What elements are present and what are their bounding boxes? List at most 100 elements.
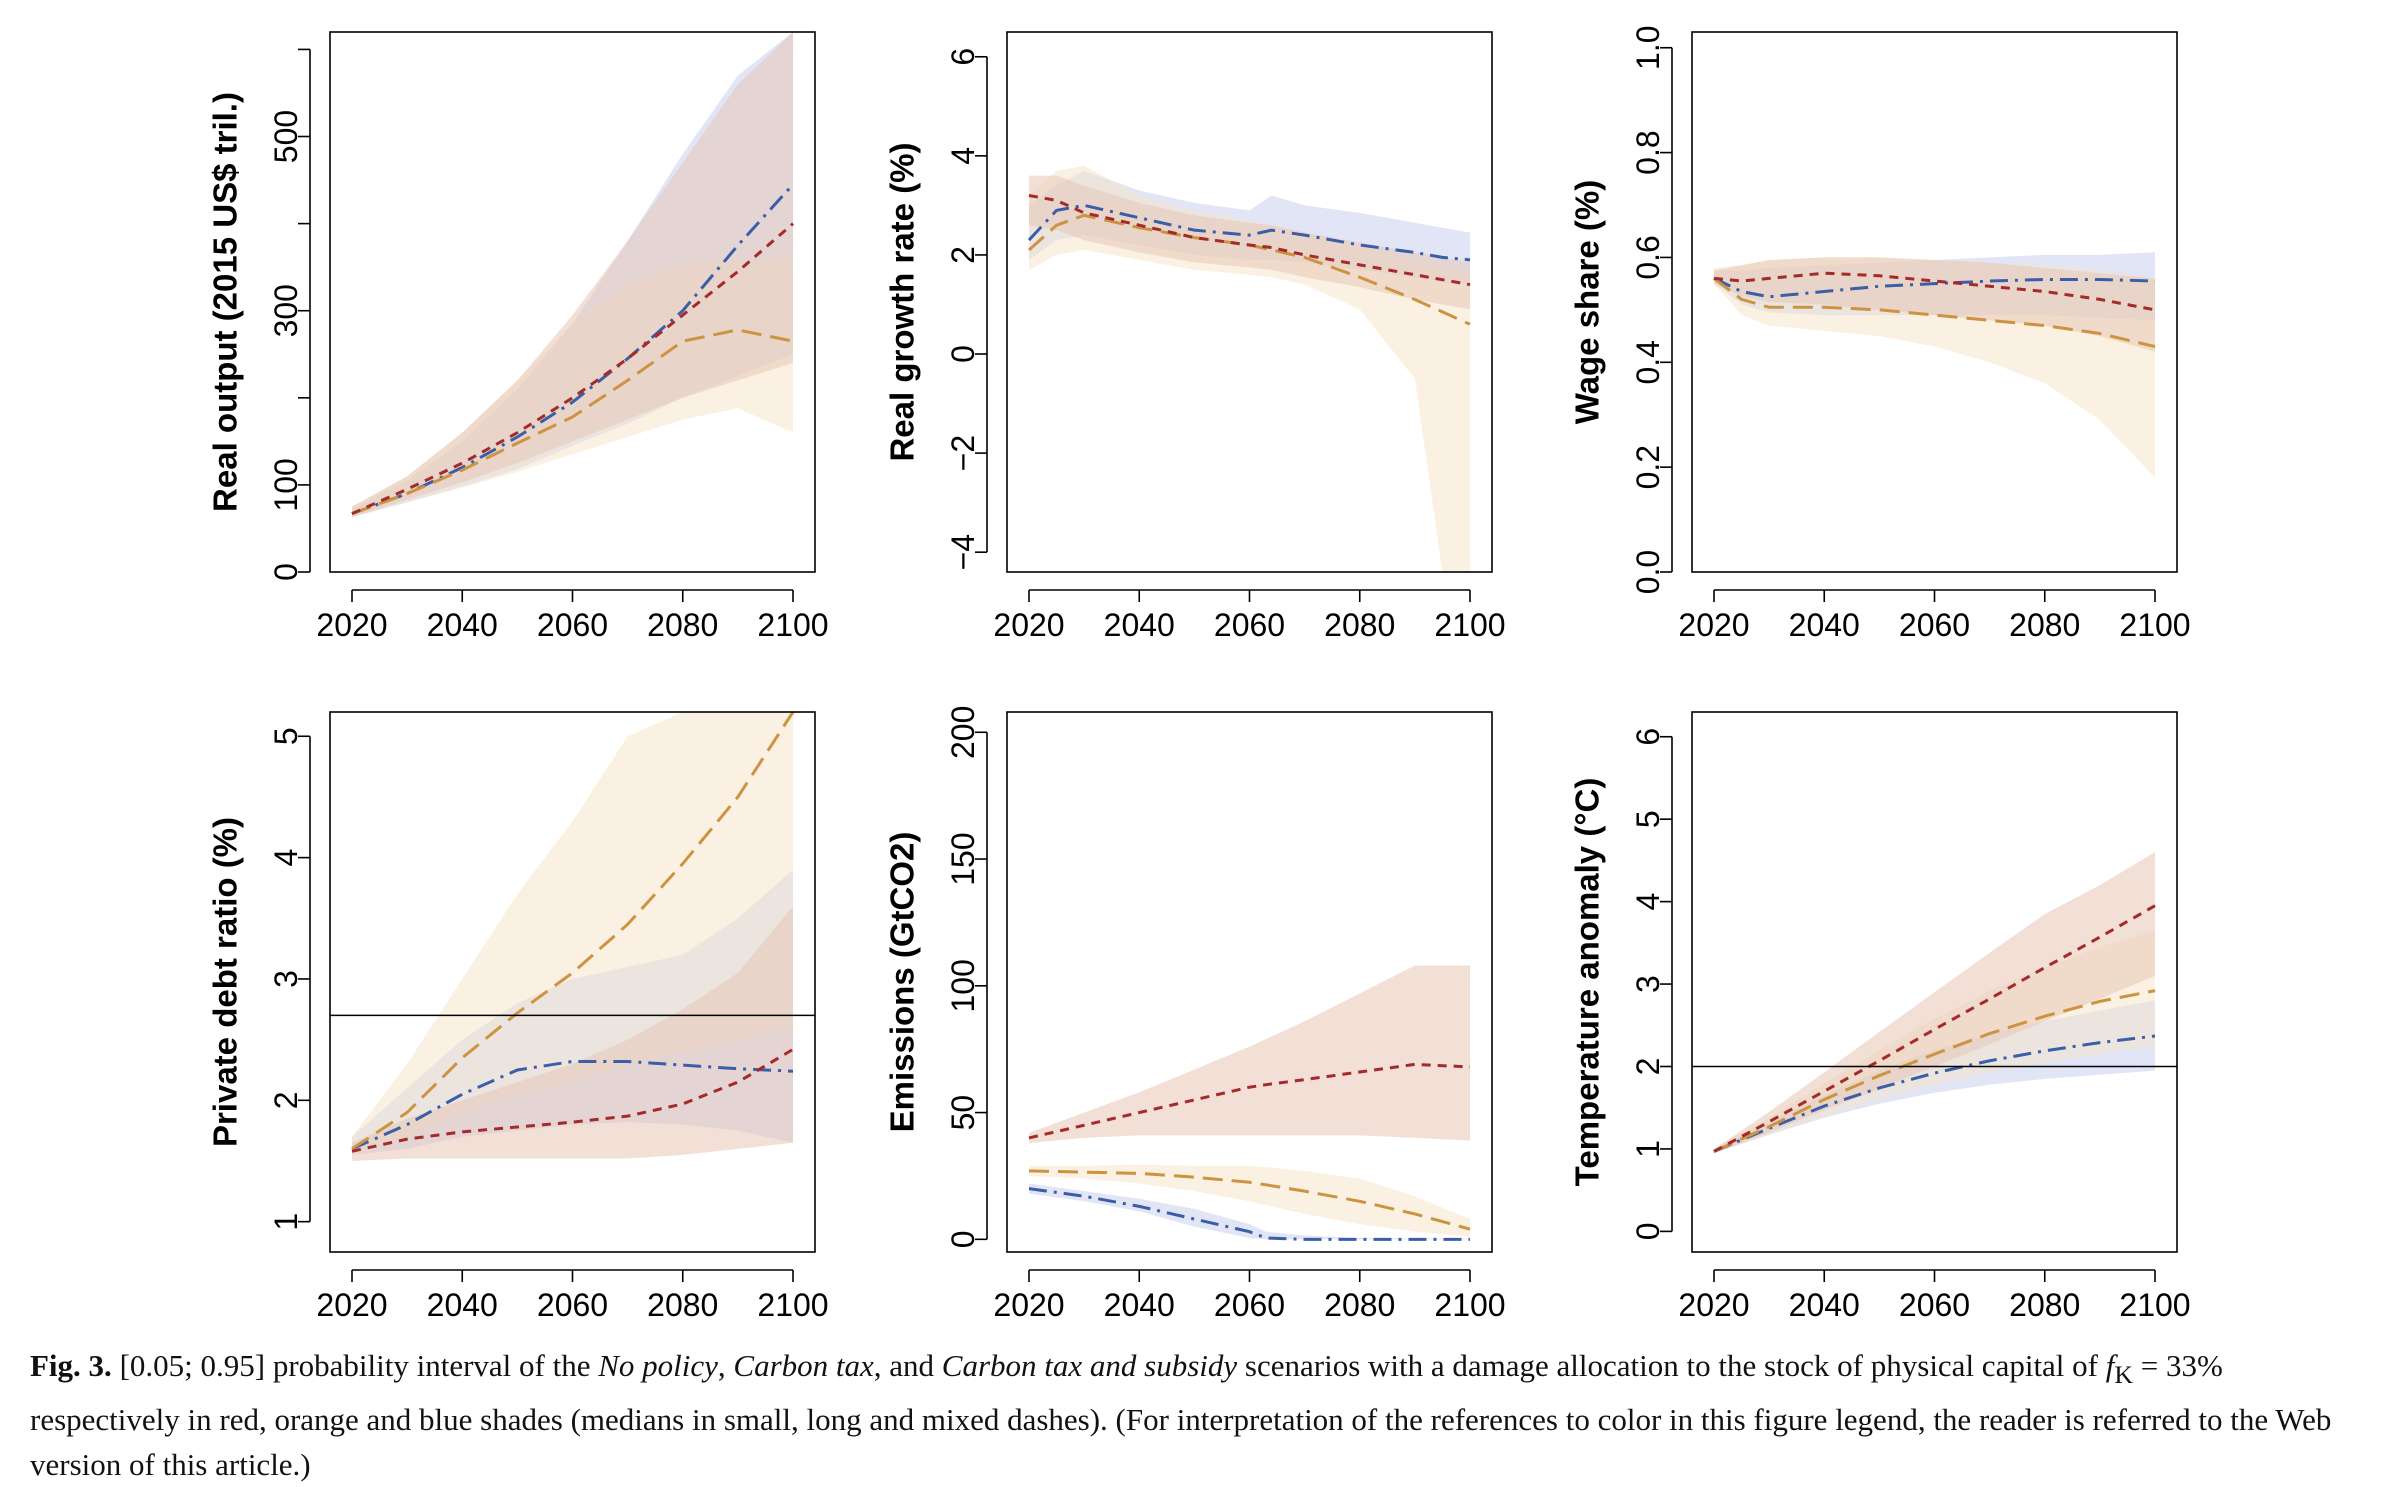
y-tick-label: 6 — [1630, 728, 1666, 746]
y-tick-label: −2 — [945, 435, 981, 471]
caption-symbol: f — [2105, 1348, 2115, 1383]
y-tick-label: 0.2 — [1630, 445, 1666, 489]
carbon_tax-median-line — [1713, 989, 2156, 1153]
x-tick-label: 2040 — [1789, 1287, 1860, 1323]
y-tick-label: 4 — [1630, 893, 1666, 911]
x-tick-label: 2060 — [1899, 1287, 1970, 1323]
no_policy-median-line — [351, 1048, 794, 1153]
subsidy-median-line — [1713, 277, 2156, 299]
plot-frame — [1006, 31, 1493, 573]
y-tick-label: 50 — [945, 1095, 981, 1131]
subsidy-median-line — [351, 1059, 794, 1151]
carbon_tax-median-line — [351, 328, 794, 516]
x-tick-label: 2100 — [2119, 607, 2190, 643]
y-axis-title: Real growth rate (%) — [884, 142, 921, 461]
y-tick-label: 150 — [945, 832, 981, 885]
carbon_tax-median-line — [1713, 277, 2156, 349]
figure-caption: Fig. 3. [0.05; 0.95] probability interva… — [30, 1343, 2370, 1487]
chart-panel-3: 2020 2040 2060 2080 2100 0.0 0.2 0.4 0.6 0.8 1.0 Wa… — [1569, 25, 2191, 643]
y-tick-label: 3 — [1630, 975, 1666, 993]
no_policy-interval-band — [1714, 257, 2155, 352]
y-tick-label: 6 — [945, 48, 981, 66]
x-tick-label: 2040 — [1789, 607, 1860, 643]
caption-scenario-carbon-tax: Carbon tax — [733, 1348, 874, 1383]
y-tick-label: 0 — [1630, 1222, 1666, 1240]
x-tick-label: 2040 — [1104, 1287, 1175, 1323]
x-tick-label: 2020 — [993, 1287, 1064, 1323]
y-tick-label: 2 — [1630, 1058, 1666, 1076]
caption-separator-1: , — [717, 1348, 734, 1383]
x-tick-label: 2020 — [993, 607, 1064, 643]
subsidy-median-line — [1713, 1034, 2156, 1153]
plot-frame — [1006, 711, 1493, 1253]
plot-area — [1027, 165, 1471, 572]
x-tick-label: 2020 — [316, 607, 387, 643]
carbon_tax-median-line — [1028, 1169, 1471, 1231]
y-tick-label: 300 — [268, 284, 304, 337]
subsidy-median-line — [1027, 203, 1471, 262]
y-axis-title: Emissions (GtCO2) — [884, 832, 921, 1133]
carbon_tax-interval-band — [1029, 1164, 1470, 1237]
y-tick-label: 2 — [268, 1091, 304, 1109]
x-tick-label: 2020 — [316, 1287, 387, 1323]
caption-scenario-subsidy: Carbon tax and subsidy — [941, 1348, 1238, 1383]
y-tick-label: 4 — [945, 147, 981, 165]
no_policy-interval-band — [1029, 965, 1470, 1143]
y-tick-label: 200 — [945, 706, 981, 759]
y-tick-label: 0 — [945, 1230, 981, 1248]
x-tick-label: 2100 — [2119, 1287, 2190, 1323]
no_policy-interval-band — [1714, 852, 2155, 1154]
plot-area — [351, 712, 795, 1161]
y-axis-title: Wage share (%) — [1569, 180, 1606, 425]
x-tick-label: 2100 — [757, 1287, 828, 1323]
x-tick-label: 2100 — [1434, 1287, 1505, 1323]
plot-area — [1028, 965, 1471, 1241]
x-tick-label: 2040 — [427, 607, 498, 643]
plot-frame — [329, 31, 816, 573]
x-tick-label: 2040 — [427, 1287, 498, 1323]
y-tick-label: 0.6 — [1630, 235, 1666, 279]
subsidy-median-line — [1028, 1187, 1470, 1241]
caption-separator-2: , and — [873, 1348, 942, 1383]
y-tick-label: 0.4 — [1630, 340, 1666, 384]
x-tick-label: 2020 — [1678, 1287, 1749, 1323]
x-tick-label: 2080 — [2009, 607, 2080, 643]
subsidy-interval-band — [1029, 1183, 1470, 1240]
y-tick-label: 0.0 — [1630, 550, 1666, 594]
caption-text-2: scenarios with a damage allocation to th… — [1237, 1348, 2106, 1383]
y-tick-label: 4 — [268, 849, 304, 867]
plot-area — [1713, 252, 2156, 478]
no_policy-median-line — [1713, 904, 2156, 1153]
chart-panel-5: 2020 2040 2060 2080 2100 0 50 100 150 200 Emission… — [884, 706, 1506, 1323]
caption-text-3: = 33% respectively in red, orange and bl… — [30, 1348, 2332, 1483]
caption-subscript: K — [2114, 1360, 2134, 1390]
x-tick-label: 2080 — [647, 1287, 718, 1323]
y-tick-label: 500 — [268, 110, 304, 163]
no_policy-interval-band — [352, 906, 793, 1161]
no_policy-interval-band — [352, 32, 793, 518]
chart-panel-2: 2020 2040 2060 2080 2100 −4 −2 0 2 4 6 Real growth … — [884, 31, 1506, 643]
plot-area — [351, 32, 795, 518]
y-tick-label: 0.8 — [1630, 130, 1666, 174]
subsidy-median-line — [351, 183, 795, 516]
no_policy-median-line — [351, 222, 794, 516]
y-axis-title: Temperature anomaly (°C) — [1569, 778, 1606, 1187]
x-tick-label: 2040 — [1104, 607, 1175, 643]
plot-frame — [1691, 711, 2178, 1253]
y-tick-label: 1 — [1630, 1140, 1666, 1158]
caption-scenario-no-policy: No policy — [598, 1348, 718, 1383]
x-tick-label: 2060 — [1899, 607, 1970, 643]
y-tick-label: 0 — [945, 345, 981, 363]
y-tick-label: −4 — [945, 534, 981, 570]
y-tick-label: 3 — [268, 970, 304, 988]
chart-panel-4: 2020 2040 2060 2080 2100 1 2 3 4 5 Private debt ra… — [207, 711, 829, 1323]
y-tick-label: 0 — [268, 563, 304, 581]
x-tick-label: 2060 — [1214, 607, 1285, 643]
y-tick-label: 100 — [945, 959, 981, 1012]
no_policy-median-line — [1028, 194, 1471, 287]
carbon_tax-median-line — [351, 712, 795, 1151]
y-tick-label: 5 — [268, 727, 304, 745]
x-tick-label: 2020 — [1678, 607, 1749, 643]
y-axis-title: Private debt ratio (%) — [207, 817, 244, 1147]
